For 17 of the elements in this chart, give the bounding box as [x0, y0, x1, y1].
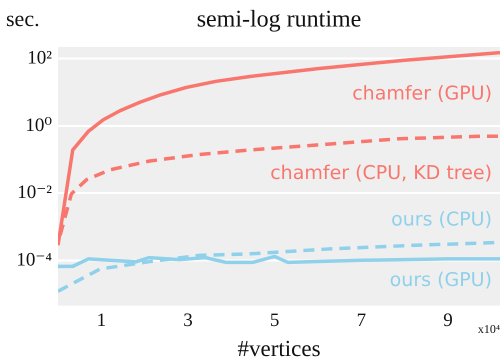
x-tick-label: 7: [356, 310, 366, 331]
series-label: chamfer (CPU, KD tree): [270, 162, 492, 184]
y-axis-title: sec.: [6, 6, 40, 31]
y-tick-label: 10⁰: [25, 114, 52, 136]
x-axis-title: #vertices: [237, 336, 321, 362]
y-tick-label: 10²: [27, 48, 52, 68]
x-tick-label: 5: [270, 310, 280, 331]
x-tick-label: 1: [96, 310, 106, 331]
series-label: ours (CPU): [391, 208, 492, 230]
x-tick-label: 9: [443, 310, 453, 331]
chart-title: semi-log runtime: [196, 6, 362, 32]
series-label: chamfer (GPU): [352, 82, 492, 105]
y-tick-label: 10⁻⁴: [16, 249, 52, 270]
x-tick-label: 3: [183, 310, 193, 331]
series-label: ours (GPU): [390, 268, 492, 291]
text: x10⁴: [478, 322, 500, 336]
y-tick-label: 10⁻²: [17, 182, 52, 204]
